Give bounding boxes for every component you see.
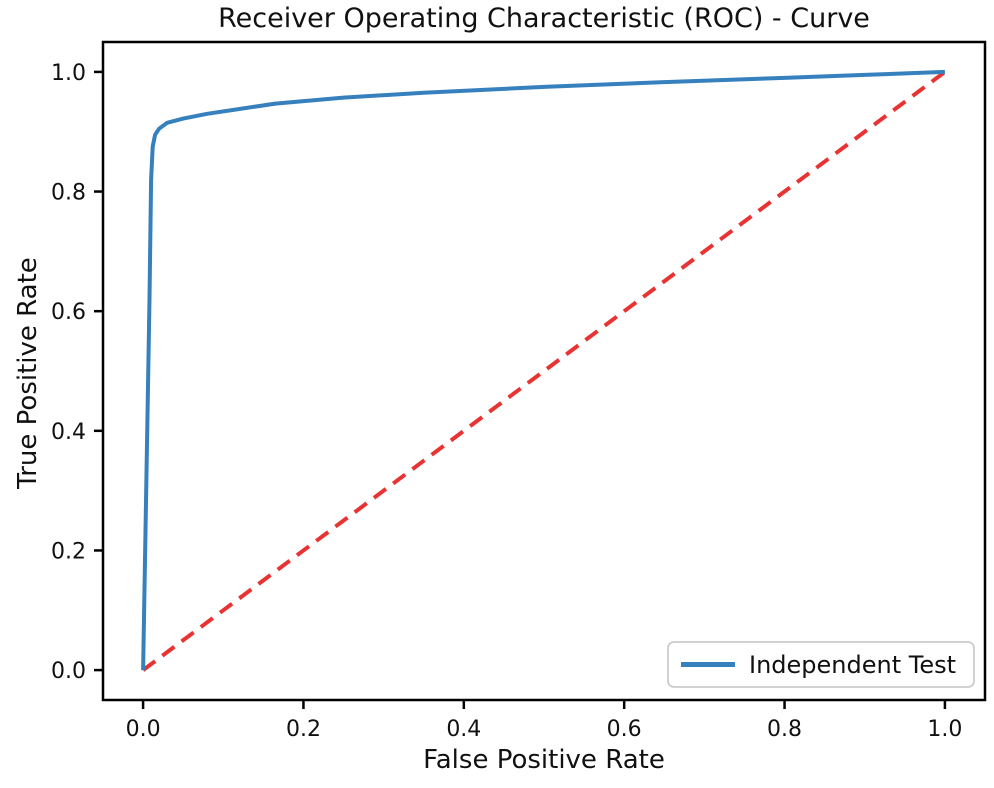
y-tick-label: 0.4 [51,420,86,445]
x-tick-label: 0.0 [126,717,161,742]
x-tick-label: 0.2 [286,717,321,742]
series-lines [141,69,947,672]
x-tick-label: 0.6 [607,717,642,742]
roc-curve-line [141,69,945,671]
y-tick-label: 0.6 [51,300,86,325]
diagonal-reference-line [141,70,947,672]
axes-border [101,40,987,702]
legend-box [667,641,975,688]
x-tick-label: 0.4 [446,717,481,742]
y-tick-label: 1.0 [51,61,86,86]
x-axis-label: False Positive Rate [423,745,665,775]
y-tick-label: 0.0 [51,659,86,684]
y-axis-ticks: 0.0 0.2 0.4 0.6 0.8 1.0 [51,61,103,684]
x-tick-label: 0.8 [767,717,802,742]
y-tick-label: 0.8 [51,181,86,206]
legend-label: Independent Test [749,651,956,679]
x-axis-ticks: 0.0 0.2 0.4 0.6 0.8 1.0 [126,700,962,742]
axes-spines [101,40,987,702]
legend: Independent Test [667,641,975,688]
x-tick-label: 1.0 [927,717,962,742]
y-tick-label: 0.2 [51,539,86,564]
chart-title: Receiver Operating Characteristic (ROC) … [218,3,870,34]
